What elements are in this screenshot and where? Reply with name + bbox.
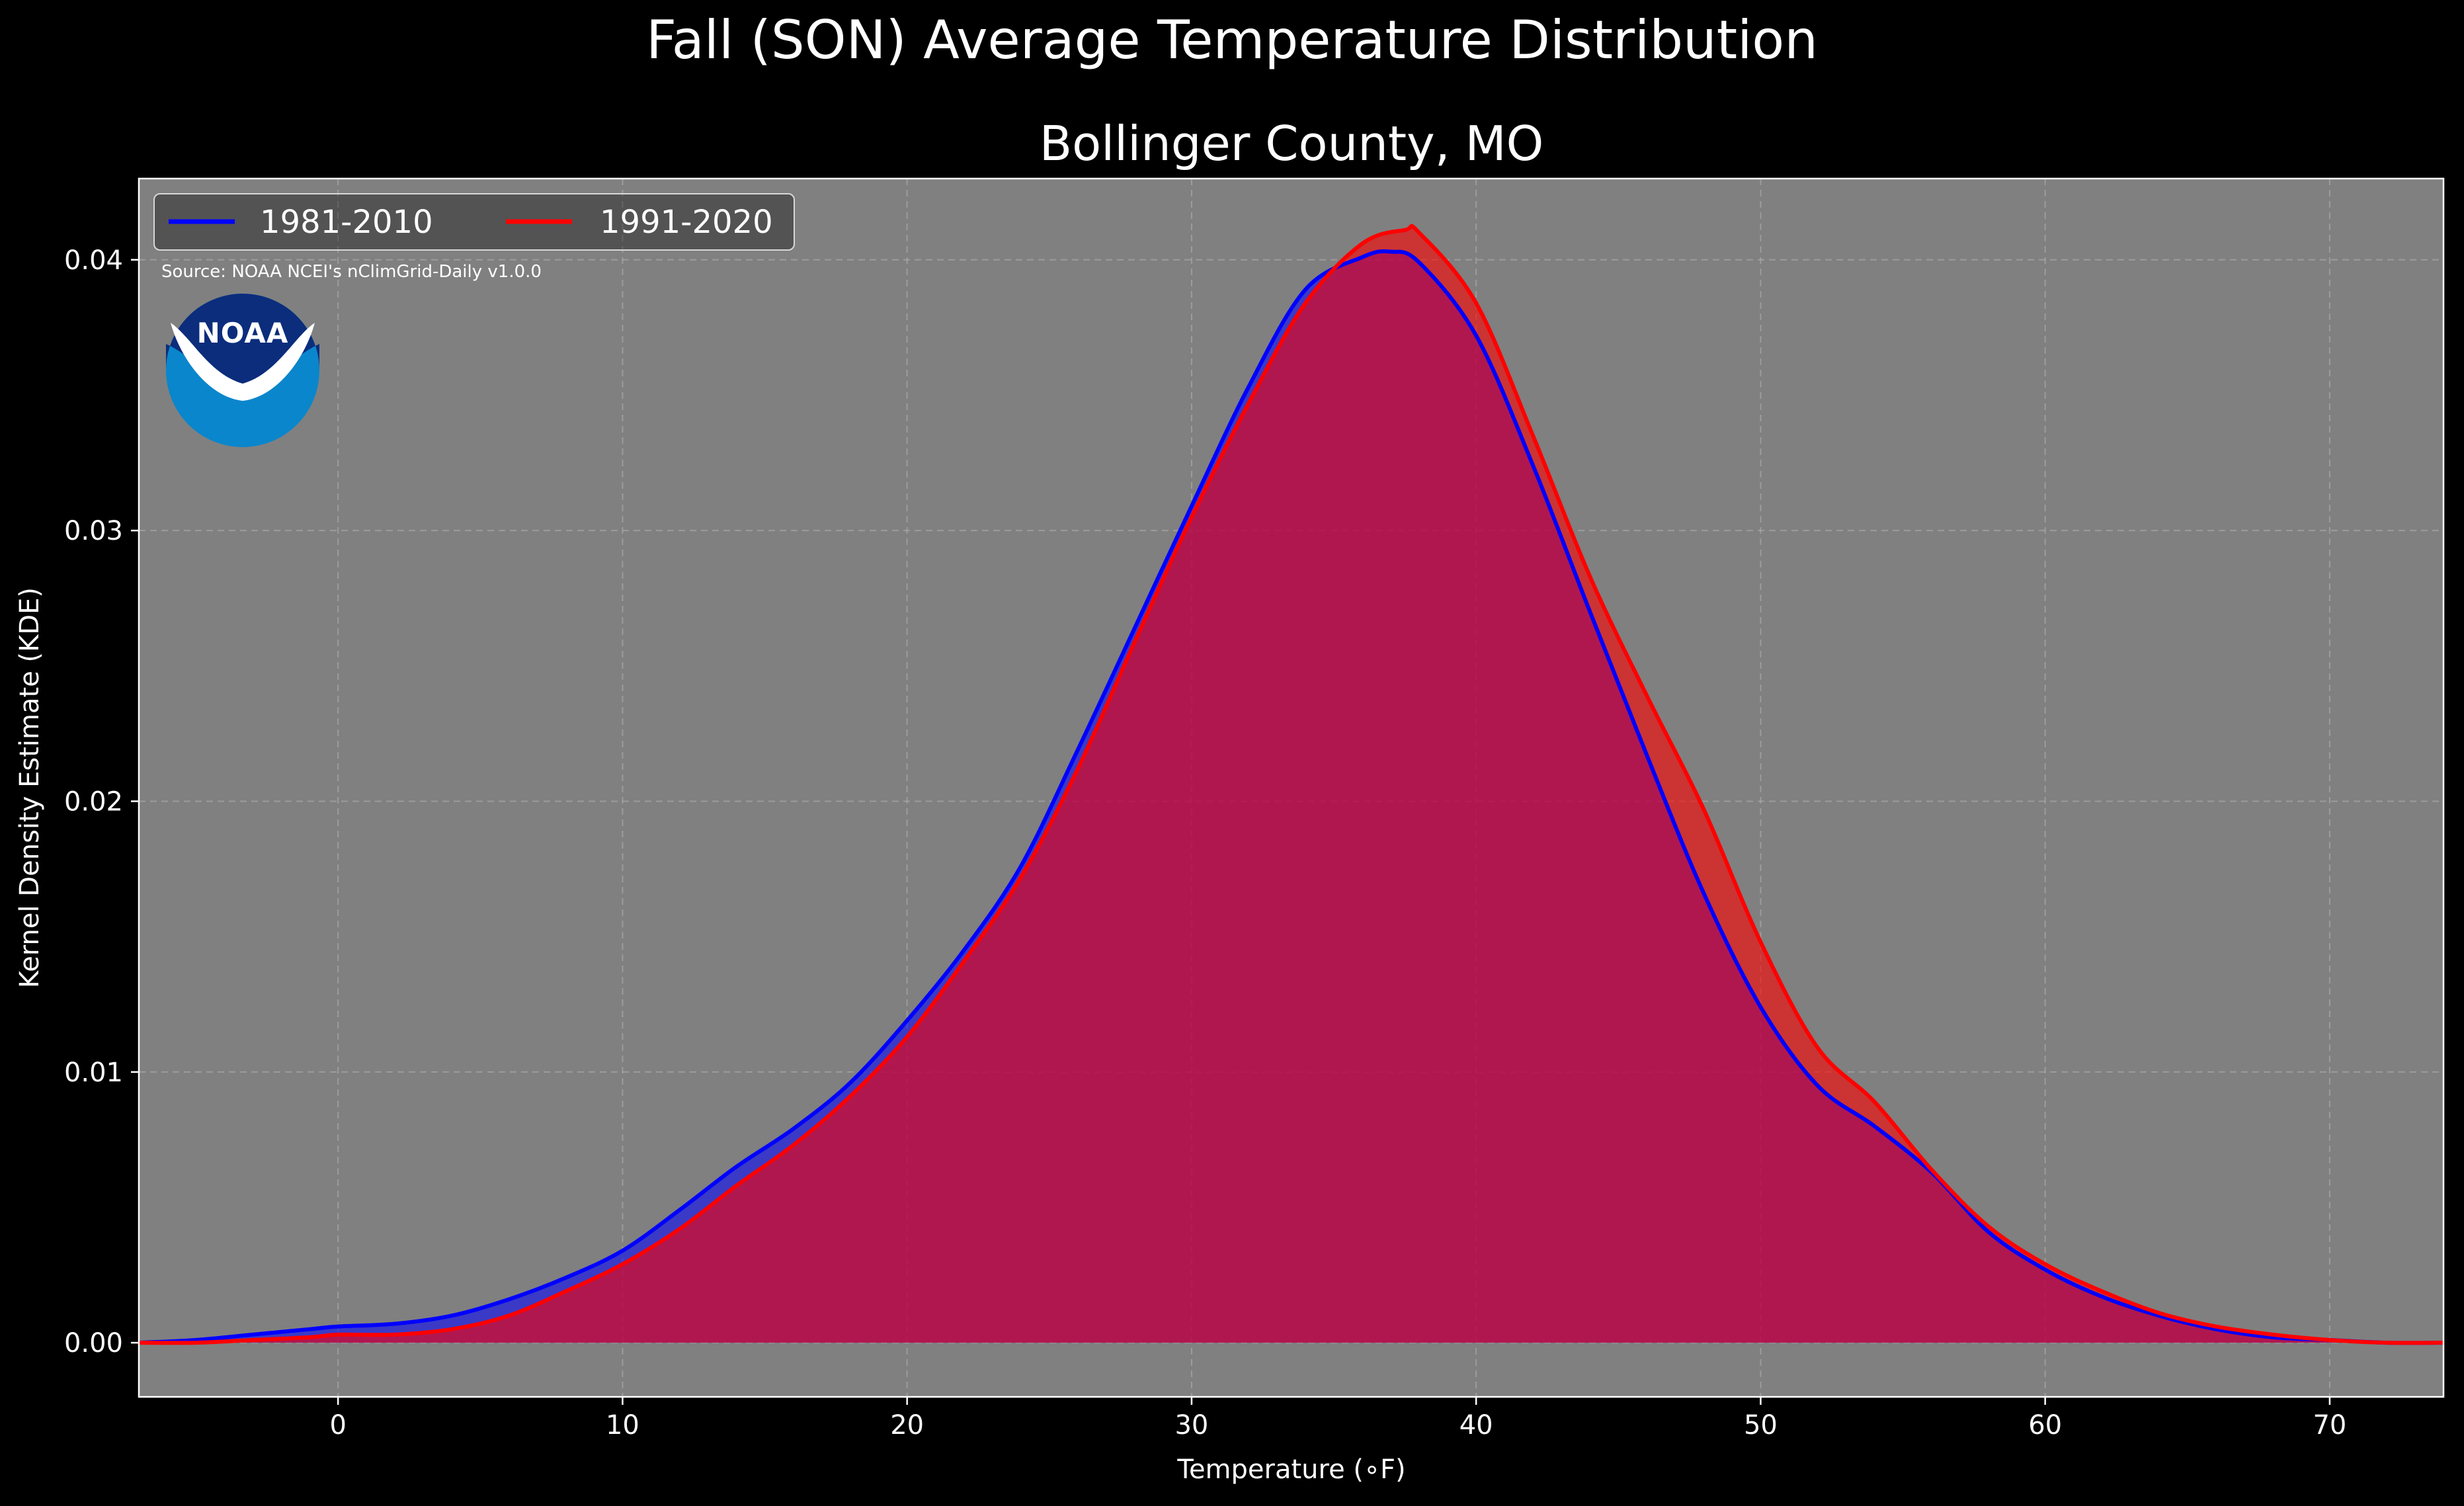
logo-gull-icon <box>171 323 315 401</box>
y-tick-label: 0.03 <box>64 516 123 546</box>
noaa-logo: NOAA <box>166 294 319 447</box>
y-axis-label: Kernel Density Estimate (KDE) <box>15 587 45 988</box>
x-axis-label: Temperature (∘F) <box>1176 1454 1405 1485</box>
series-line-1991-2020 <box>138 224 2444 1345</box>
legend-box <box>153 193 795 251</box>
y-axis: 0.00 0.01 0.02 0.03 0.04 <box>64 245 139 1359</box>
y-tick-label: 0.01 <box>64 1058 123 1088</box>
chart-subtitle: Bollinger County, MO <box>1040 116 1544 171</box>
x-tick-label: 10 <box>606 1410 639 1441</box>
legend-label-1981-2010: 1981-2010 <box>260 204 433 241</box>
x-tick-label: 40 <box>1459 1410 1493 1441</box>
legend: 1981-2010 1991-2020 <box>153 193 795 251</box>
legend-label-1991-2020: 1991-2020 <box>600 204 773 241</box>
y-tick-label: 0.02 <box>64 786 123 817</box>
x-tick-label: 60 <box>2028 1410 2062 1441</box>
source-annotation: Source: NOAA NCEI's nClimGrid-Daily v1.0… <box>161 262 542 282</box>
logo-text: NOAA <box>197 317 289 349</box>
plot-frame <box>138 177 2445 1398</box>
series-area-1991-2020 <box>139 226 2443 1343</box>
x-tick-label: 0 <box>329 1410 346 1441</box>
series-line-1981-2010 <box>138 249 2444 1345</box>
x-tick-label: 20 <box>890 1410 924 1441</box>
y-tick-label: 0.00 <box>64 1328 123 1359</box>
series-lines <box>138 224 2444 1345</box>
x-tick-label: 50 <box>1744 1410 1778 1441</box>
y-tick-label: 0.04 <box>64 245 123 276</box>
x-axis: 0 10 20 30 40 50 60 70 <box>329 1397 2346 1441</box>
x-tick-label: 70 <box>2313 1410 2346 1441</box>
chart-title: Fall (SON) Average Temperature Distribut… <box>646 9 1818 71</box>
series-fills <box>139 226 2443 1343</box>
x-tick-label: 30 <box>1174 1410 1208 1441</box>
